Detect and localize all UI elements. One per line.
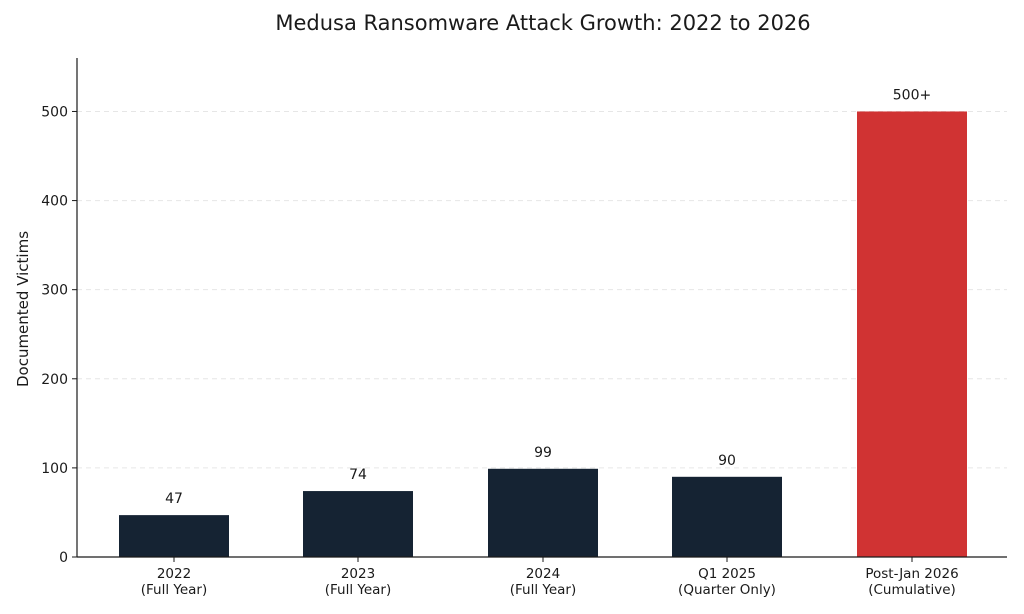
y-axis-label: Documented Victims — [14, 231, 32, 387]
y-tick-label-300: 300 — [41, 283, 68, 299]
y-tick-label-500: 500 — [41, 104, 68, 120]
bar-3 — [672, 476, 782, 557]
x-tick-label-3-0: Q1 2025 — [698, 566, 756, 582]
x-tick-label-4-1: (Cumulative) — [868, 582, 956, 598]
bars — [119, 111, 967, 557]
x-tick-label-0-0: 2022 — [157, 566, 191, 582]
x-tick-label-0-1: (Full Year) — [141, 582, 208, 598]
x-tick-label-3-1: (Quarter Only) — [678, 582, 776, 598]
bar-0 — [119, 515, 229, 557]
x-tick-label-1-0: 2023 — [341, 566, 375, 582]
data-label-1: 74 — [349, 467, 367, 483]
x-tick-label-1-1: (Full Year) — [325, 582, 392, 598]
y-tick-label-100: 100 — [41, 461, 68, 477]
x-tick-label-2-1: (Full Year) — [510, 582, 577, 598]
y-tick-label-0: 0 — [59, 550, 68, 566]
bar-1 — [303, 491, 413, 557]
axes — [72, 58, 1007, 562]
chart-title: Medusa Ransomware Attack Growth: 2022 to… — [275, 11, 810, 35]
gridlines — [77, 110, 1007, 469]
data-label-2: 99 — [534, 445, 552, 461]
y-tick-label-200: 200 — [41, 372, 68, 388]
x-tick-label-4-0: Post-Jan 2026 — [865, 566, 958, 582]
y-tick-label-400: 400 — [41, 194, 68, 210]
data-label-0: 47 — [165, 491, 183, 507]
bar-2 — [488, 468, 598, 557]
data-label-4: 500+ — [893, 87, 931, 103]
bar-4 — [857, 111, 967, 557]
x-tick-label-2-0: 2024 — [526, 566, 560, 582]
data-label-3: 90 — [718, 453, 736, 469]
